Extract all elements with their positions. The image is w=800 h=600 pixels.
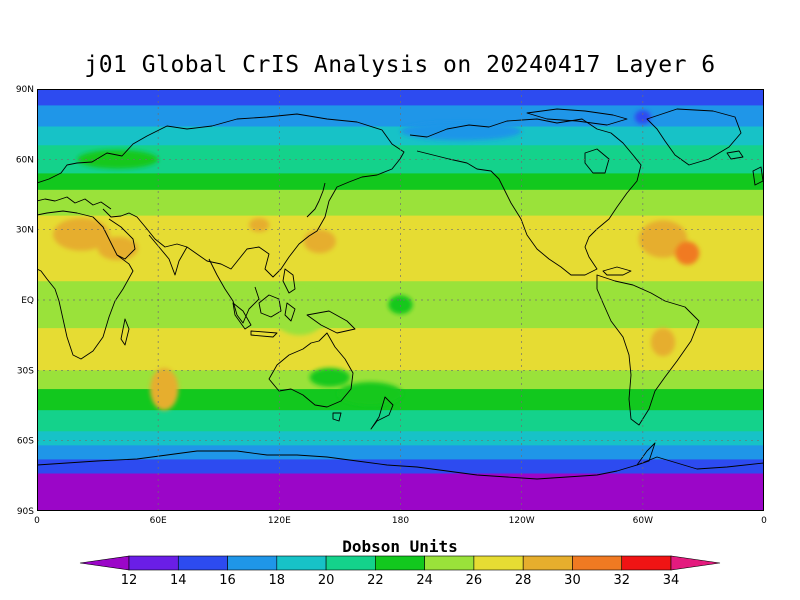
ozone-anomaly-12	[77, 149, 159, 169]
colorbar-cell	[522, 555, 573, 571]
coastline-northamerica	[409, 118, 642, 276]
map-axes: 90N 60N 30N EQ 30S 60S 90S 0 60E 120E 180 120W 60W 0	[16, 85, 767, 526]
y-tick-label: EQ	[21, 296, 34, 306]
x-tick-label: 120E	[268, 516, 291, 526]
colorbar-tick-label: 32	[613, 573, 630, 588]
colorbar-low-arrow	[79, 555, 130, 571]
ozone-anomaly-7	[650, 328, 676, 357]
ozone-band-14	[37, 459, 764, 474]
coastline-newguinea	[306, 310, 356, 334]
x-tick-label: 180	[392, 516, 409, 526]
coastline-antarctic-peninsula	[636, 442, 656, 466]
x-tick-label: 120W	[509, 516, 535, 526]
colorbar-tick-label: 18	[269, 573, 286, 588]
coastline-hudson	[584, 148, 610, 174]
y-tick-label: 60S	[17, 437, 34, 447]
colorbar-cell	[227, 555, 278, 571]
ozone-band-10	[37, 389, 764, 411]
colorbar-high-arrow	[670, 555, 721, 571]
colorbar-cell	[473, 555, 524, 571]
y-tick-label: 30S	[17, 366, 34, 376]
coastline-arctic-islands	[526, 108, 628, 126]
colorbar-cell	[276, 555, 327, 571]
coastline-europe	[37, 196, 112, 210]
ozone-anomaly-9	[388, 295, 413, 315]
coastline-newzealand	[370, 396, 394, 430]
map-border	[37, 89, 764, 511]
ozone-band-5	[37, 189, 764, 217]
ozone-anomaly-0	[53, 217, 110, 251]
y-tick-label: 30N	[16, 226, 34, 236]
x-tick-label: 60W	[633, 516, 653, 526]
coastline-antarctica	[37, 450, 764, 480]
ozone-anomaly-2	[249, 217, 270, 233]
map-plot	[37, 89, 764, 511]
y-tick-label: 60N	[16, 155, 34, 165]
ozone-anomaly-13	[634, 110, 651, 125]
coastline-caribbean	[602, 266, 632, 276]
colorbar-cell	[572, 555, 623, 571]
colorbar-tick-label: 12	[121, 573, 138, 588]
ozone-anomaly-10	[309, 367, 351, 387]
colorbar-cell	[621, 555, 672, 571]
coastline-africa	[37, 210, 134, 360]
colorbar-tick-label: 16	[219, 573, 236, 588]
coastline-southamerica	[596, 274, 700, 426]
ozone-band-0	[37, 89, 764, 106]
coastline-eurasia	[37, 113, 405, 278]
colorbar-title: Dobson Units	[342, 537, 458, 556]
coastline-japan	[306, 182, 326, 218]
ozone-band-13	[37, 445, 764, 460]
colorbar-cell	[375, 555, 425, 571]
coastlines	[37, 108, 764, 480]
coastline-australia	[268, 332, 354, 408]
coastline-tasmania	[332, 412, 342, 422]
coastline-india	[148, 234, 188, 276]
coastline-sumatra	[232, 302, 252, 330]
coastline-arabia	[108, 218, 136, 260]
coastline-philippines	[282, 268, 296, 294]
ozone-anomaly-5	[675, 241, 700, 265]
colorbar-cell	[177, 555, 228, 571]
colorbar-tick-label: 20	[318, 573, 335, 588]
x-tick-label: 0	[34, 516, 40, 526]
ozone-band-2	[37, 126, 764, 146]
ozone-anomaly-6	[150, 367, 179, 411]
coastline-sulawesi	[284, 302, 296, 322]
coastline-borneo	[258, 294, 282, 318]
x-tick-label: 60E	[150, 516, 167, 526]
y-tick-label: 90N	[16, 85, 34, 95]
colorbar-cell	[325, 555, 376, 571]
colorbar-tick-label: 28	[515, 573, 532, 588]
ozone-anomaly-3	[303, 229, 336, 254]
ozone-band-9	[37, 370, 764, 390]
coastline-seasia	[208, 258, 260, 324]
colorbar-tick-label: 24	[416, 573, 433, 588]
colorbar-tick-label: 14	[170, 573, 187, 588]
colorbar-tick-label: 34	[663, 573, 680, 588]
coastline-madagascar	[120, 318, 130, 346]
colorbar-tick-label: 22	[367, 573, 384, 588]
colorbar: 12 14 16 18 20 22 24 26 28 30 32 34	[79, 555, 721, 588]
colorbar-tick-label: 30	[564, 573, 581, 588]
colorbar-tick-label: 26	[466, 573, 483, 588]
colorbar-cell	[128, 555, 179, 571]
map-title: j01 Global CrIS Analysis on 20240417 Lay…	[84, 52, 716, 78]
graticule	[37, 89, 764, 511]
ozone-anomaly-1	[97, 236, 138, 261]
coastline-java	[250, 330, 278, 338]
coastline-greenland	[646, 108, 742, 166]
y-tick-label: 90S	[17, 507, 34, 517]
x-tick-label: 0	[761, 516, 767, 526]
colorbar-cell	[424, 555, 475, 571]
coastline-iceland	[726, 150, 744, 160]
ozone-band-4	[37, 173, 764, 191]
ozone-anomaly-11	[337, 382, 403, 406]
